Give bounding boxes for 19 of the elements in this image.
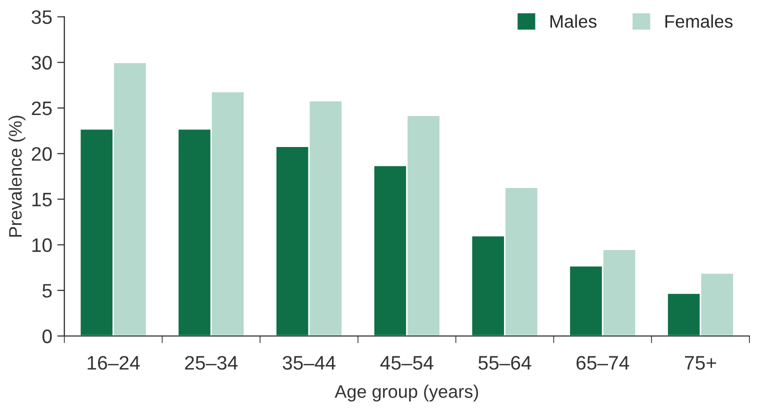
y-tick-label: 5 xyxy=(42,284,52,298)
y-tick-label: 25 xyxy=(32,101,52,116)
y-axis-title: Prevalence (%) xyxy=(8,116,26,237)
x-tick-label: 16–24 xyxy=(88,356,140,370)
y-tick-label: 15 xyxy=(32,192,52,206)
y-tick-label: 35 xyxy=(32,10,52,24)
x-axis-title: Age group (years) xyxy=(334,384,478,402)
x-tick-label: 65–74 xyxy=(576,356,630,370)
y-tick-label: 10 xyxy=(32,238,52,252)
x-tick-label: 25–34 xyxy=(185,356,238,370)
x-tick-label: 35–44 xyxy=(282,356,336,370)
y-tick-label: 20 xyxy=(32,147,52,161)
x-tick-label: 55–64 xyxy=(478,356,532,370)
y-tick-label: 30 xyxy=(32,56,52,70)
x-tick-label: 45–54 xyxy=(380,356,434,370)
legend-label: Males xyxy=(550,14,596,28)
y-tick-label: 0 xyxy=(42,329,52,344)
x-tick-label: 75+ xyxy=(685,356,716,370)
legend-label: Females xyxy=(665,14,733,28)
